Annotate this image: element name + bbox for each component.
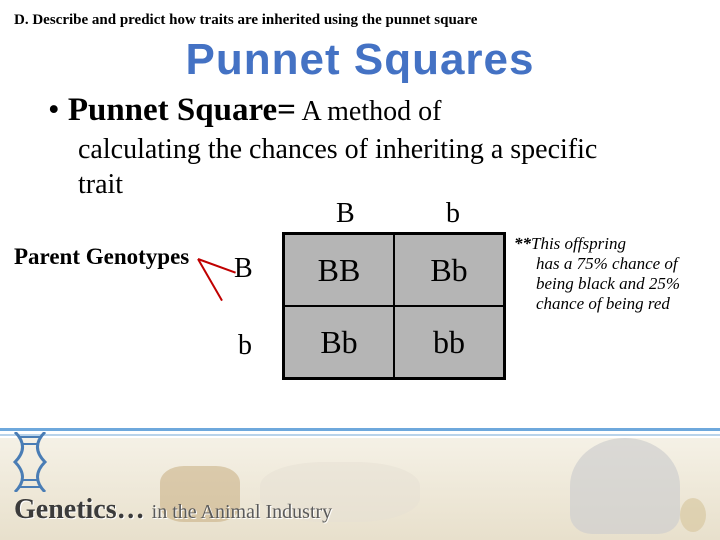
punnett-cell-bl: Bb bbox=[284, 306, 394, 378]
footer-title: Genetics… in the Animal Industry bbox=[14, 494, 332, 526]
definition-inline: A method of bbox=[296, 96, 441, 127]
parent-genotypes-label: Parent Genotypes bbox=[14, 244, 189, 270]
footer-rule-1 bbox=[0, 428, 720, 431]
punnett-cell-tl: BB bbox=[284, 234, 394, 306]
footer-rule-2 bbox=[0, 434, 720, 436]
punnett-cell-br: bb bbox=[394, 306, 504, 378]
punnett-cell-tr: Bb bbox=[394, 234, 504, 306]
bullet-definition: • Punnet Square= A method of bbox=[48, 92, 441, 129]
footer-subtitle: in the Animal Industry bbox=[152, 501, 333, 523]
page-title: Punnet Squares bbox=[0, 35, 720, 85]
bullet-marker: • bbox=[48, 92, 60, 129]
punnett-top-allele-1: B bbox=[336, 198, 355, 230]
offspring-note: **This offspring has a 75% chance of bei… bbox=[514, 234, 710, 314]
punnett-top-allele-2: b bbox=[446, 198, 460, 230]
punnett-grid: BB Bb Bb bb bbox=[282, 232, 506, 380]
punnett-side-allele-1: B bbox=[234, 253, 253, 285]
note-text-start: This offspring bbox=[531, 234, 626, 253]
note-text-rest: has a 75% chance of being black and 25% … bbox=[514, 254, 710, 314]
footer-title-main: Genetics… bbox=[14, 494, 145, 525]
term-name: Punnet Square= bbox=[68, 92, 296, 128]
section-header: D. Describe and predict how traits are i… bbox=[14, 12, 477, 29]
dog-small-icon bbox=[680, 498, 706, 532]
footer-band: Genetics… in the Animal Industry bbox=[0, 428, 720, 540]
dna-icon bbox=[6, 432, 54, 492]
note-marker: ** bbox=[514, 234, 531, 253]
dog-large-icon bbox=[570, 438, 680, 534]
punnett-side-allele-2: b bbox=[238, 330, 252, 362]
definition-continued: calculating the chances of inheriting a … bbox=[78, 132, 638, 202]
